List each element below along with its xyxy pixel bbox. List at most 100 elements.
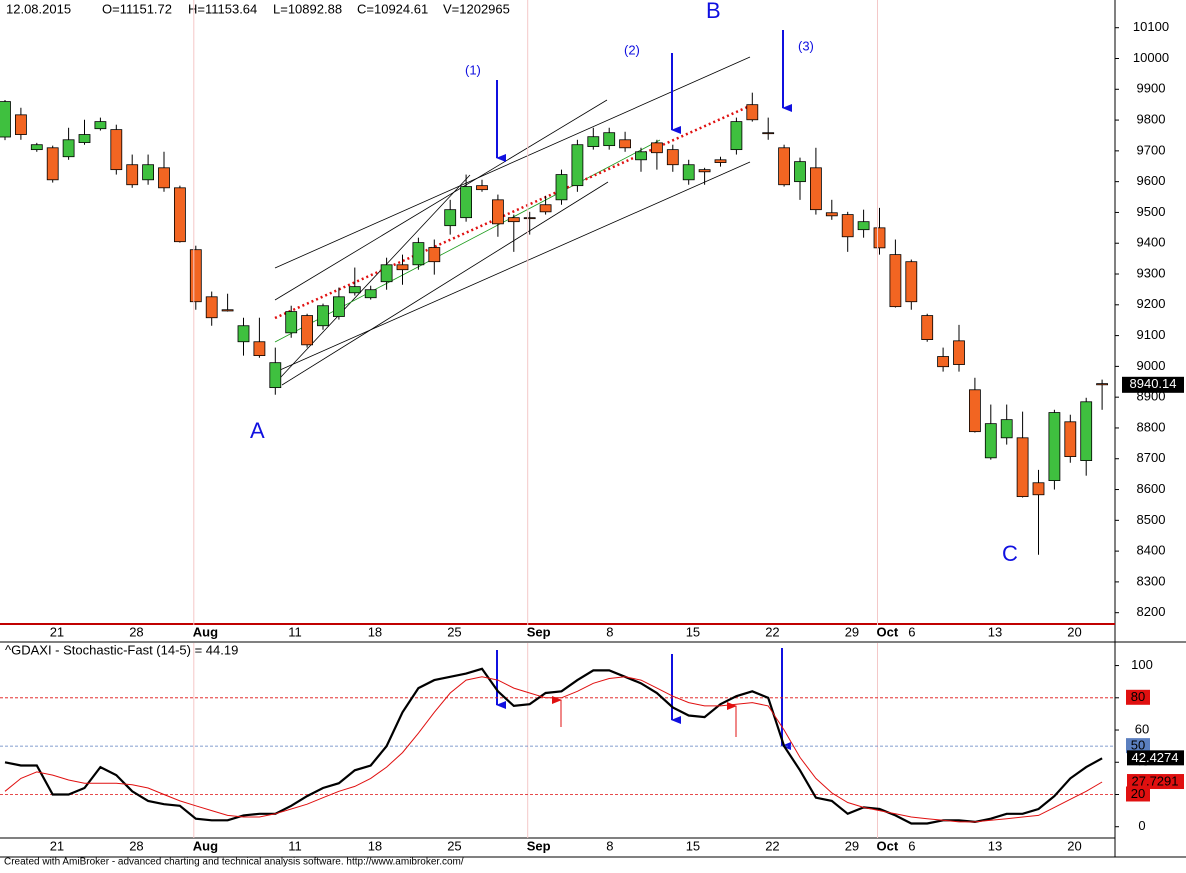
series-line [4, 676, 1103, 823]
candle-body [444, 209, 457, 227]
x-tick-label: 6 [908, 624, 915, 639]
x-tick-label: 22 [765, 838, 779, 853]
candle-body [460, 186, 473, 219]
candle-body [158, 167, 170, 189]
indicator-title: ^GDAXI - Stochastic-Fast (14-5) = 44.19 [5, 642, 238, 657]
candle-body [237, 325, 250, 343]
candle-body [937, 356, 949, 368]
candle-body [666, 149, 679, 166]
x-tick-label: 11 [288, 624, 302, 639]
x-tick-label: Aug [193, 838, 218, 853]
x-tick-label: 29 [845, 624, 859, 639]
header-close: C=10924.61 [357, 1, 428, 16]
level-label: 20 [1131, 786, 1145, 801]
header-open: O=11151.72 [102, 1, 172, 16]
candle-body [539, 204, 552, 213]
candle-body [810, 167, 822, 211]
candle-body [364, 289, 377, 299]
annotation: B [706, 0, 721, 23]
candle-body [62, 139, 75, 158]
x-tick-label: Aug [193, 624, 218, 639]
x-tick-label: 21 [50, 838, 64, 853]
trend-line [274, 56, 751, 269]
candle-body [348, 286, 361, 294]
candle-body [794, 161, 806, 183]
candle-body [730, 121, 743, 151]
x-tick-label: 11 [288, 838, 302, 853]
y-tick-label: 8700 [1137, 450, 1166, 465]
x-tick-label: 28 [129, 624, 143, 639]
regression-line [274, 103, 753, 320]
x-tick-label: 13 [988, 624, 1002, 639]
trend-line [279, 161, 751, 371]
last-value-box [1127, 774, 1184, 790]
candle-body [953, 340, 965, 365]
y-tick-label: 0 [1138, 818, 1145, 833]
y-tick-label: 8500 [1137, 512, 1166, 527]
candle-body [714, 159, 727, 163]
y-tick-label: 9400 [1137, 235, 1166, 250]
candle-body [428, 247, 441, 263]
candle-body [1016, 437, 1029, 498]
candle-body [14, 114, 27, 135]
y-tick-label: 9500 [1137, 204, 1166, 219]
candle-body [857, 221, 870, 231]
x-tick-label: 15 [686, 838, 700, 853]
y-tick-label: 9700 [1137, 142, 1166, 157]
candle-body [969, 389, 981, 433]
candle-body [619, 139, 631, 149]
candle-body [921, 315, 934, 340]
x-tick-label: 6 [908, 838, 915, 853]
candle-body [698, 169, 711, 173]
candle-body [221, 309, 234, 312]
y-tick-label: 9300 [1137, 265, 1166, 280]
x-tick-label: Sep [527, 838, 551, 853]
level-label: 80 [1131, 689, 1145, 704]
x-tick-label: 8 [606, 838, 613, 853]
y-tick-label: 9600 [1137, 173, 1166, 188]
candle-body [78, 134, 91, 143]
y-tick-label: 8400 [1137, 543, 1166, 558]
last-price-label: 8940.14 [1130, 376, 1177, 391]
candle-body [380, 264, 393, 283]
annotation: (2) [624, 42, 640, 57]
x-tick-label: Oct [877, 838, 899, 853]
candle-body [173, 187, 186, 243]
y-tick-label: 9100 [1137, 327, 1166, 342]
y-tick-label: 8800 [1137, 419, 1166, 434]
candle-body [746, 104, 759, 121]
candle-body [301, 315, 314, 346]
candle-body [507, 217, 520, 223]
candle-body [46, 147, 59, 181]
x-tick-label: 18 [368, 624, 382, 639]
candle-body [476, 185, 488, 191]
candle-body [682, 164, 695, 181]
candle-body [651, 142, 663, 154]
level-box [1126, 786, 1150, 802]
y-tick-label: 9200 [1137, 296, 1166, 311]
y-tick-label: 9000 [1137, 358, 1166, 373]
candle-body [635, 151, 647, 161]
candle-body [269, 362, 282, 389]
candle-body [412, 242, 425, 266]
footer: Created with AmiBroker - advanced charti… [4, 857, 464, 868]
x-tick-label: 18 [368, 838, 382, 853]
x-tick-label: 25 [447, 624, 461, 639]
x-tick-label: 21 [50, 624, 64, 639]
candle-body [491, 199, 504, 225]
candle-body [285, 311, 298, 334]
last-value-label: 27.7291 [1132, 773, 1179, 788]
candle-body [571, 144, 584, 187]
candle-body [189, 249, 202, 303]
annotation: (1) [465, 62, 481, 77]
candle-body [0, 101, 11, 138]
candle-body [253, 341, 266, 357]
candle-body [30, 144, 43, 151]
candle-body [762, 132, 775, 135]
last-price-box [1122, 376, 1184, 393]
y-tick-label: 8600 [1137, 481, 1166, 496]
candle-body [587, 136, 600, 147]
candle-body [841, 214, 854, 238]
x-tick-label: 25 [447, 838, 461, 853]
x-tick-label: Oct [877, 624, 899, 639]
